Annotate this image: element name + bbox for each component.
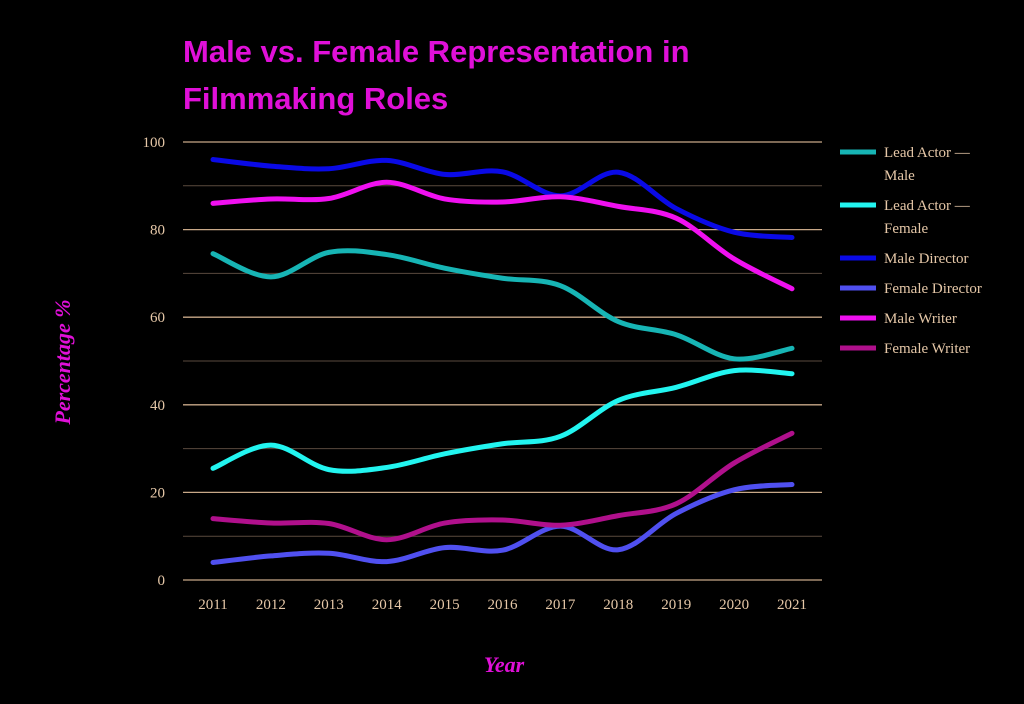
x-tick-label: 2012	[256, 597, 286, 613]
legend-label: Male Writer	[884, 311, 957, 327]
y-tick-label: 80	[150, 223, 165, 239]
legend-label: Lead Actor —	[884, 145, 971, 161]
legend-label: Female Writer	[884, 341, 970, 357]
x-tick-label: 2017	[545, 597, 576, 613]
y-tick-label: 100	[143, 135, 166, 151]
series-line-1	[210, 248, 795, 362]
x-tick-label: 2019	[661, 597, 691, 613]
x-axis-title: Year	[484, 652, 525, 677]
legend-label: Male	[884, 168, 915, 184]
series-line-5	[210, 179, 795, 292]
y-tick-label: 0	[158, 573, 166, 589]
chart-title-line-2: Filmmaking Roles	[183, 81, 448, 116]
x-tick-label: 2015	[430, 597, 460, 613]
legend: Lead Actor — Male Lead Actor — Female Male D…	[840, 145, 982, 357]
x-tick-label: 2014	[372, 597, 403, 613]
x-tick-label: 2016	[488, 597, 519, 613]
x-tick-label: 2020	[719, 597, 749, 613]
y-tick-label: 40	[150, 398, 165, 414]
y-tick-label: 20	[150, 485, 165, 501]
y-axis-ticks: 0 20 40 60 80 100	[143, 135, 166, 589]
legend-label: Male Director	[884, 251, 969, 267]
y-axis-title: Percentage %	[50, 299, 75, 425]
data-series	[210, 157, 795, 565]
x-tick-label: 2013	[314, 597, 344, 613]
legend-label: Female	[884, 221, 928, 237]
x-axis-ticks: 2011 2012 2013 2014 2015 2016 2017 2018 2019 2020…	[198, 597, 807, 613]
series-line-6	[210, 430, 795, 543]
x-tick-label: 2011	[198, 597, 227, 613]
series-line-3	[210, 157, 795, 240]
grid-lines	[183, 141, 822, 581]
x-tick-label: 2021	[777, 597, 807, 613]
chart-title-line-1: Male vs. Female Representation in	[183, 34, 690, 69]
series-line-2	[210, 367, 795, 474]
series-line-4	[210, 482, 795, 565]
y-tick-label: 60	[150, 310, 165, 326]
legend-label: Lead Actor —	[884, 198, 971, 214]
legend-label: Female Director	[884, 281, 982, 297]
x-tick-label: 2018	[603, 597, 633, 613]
